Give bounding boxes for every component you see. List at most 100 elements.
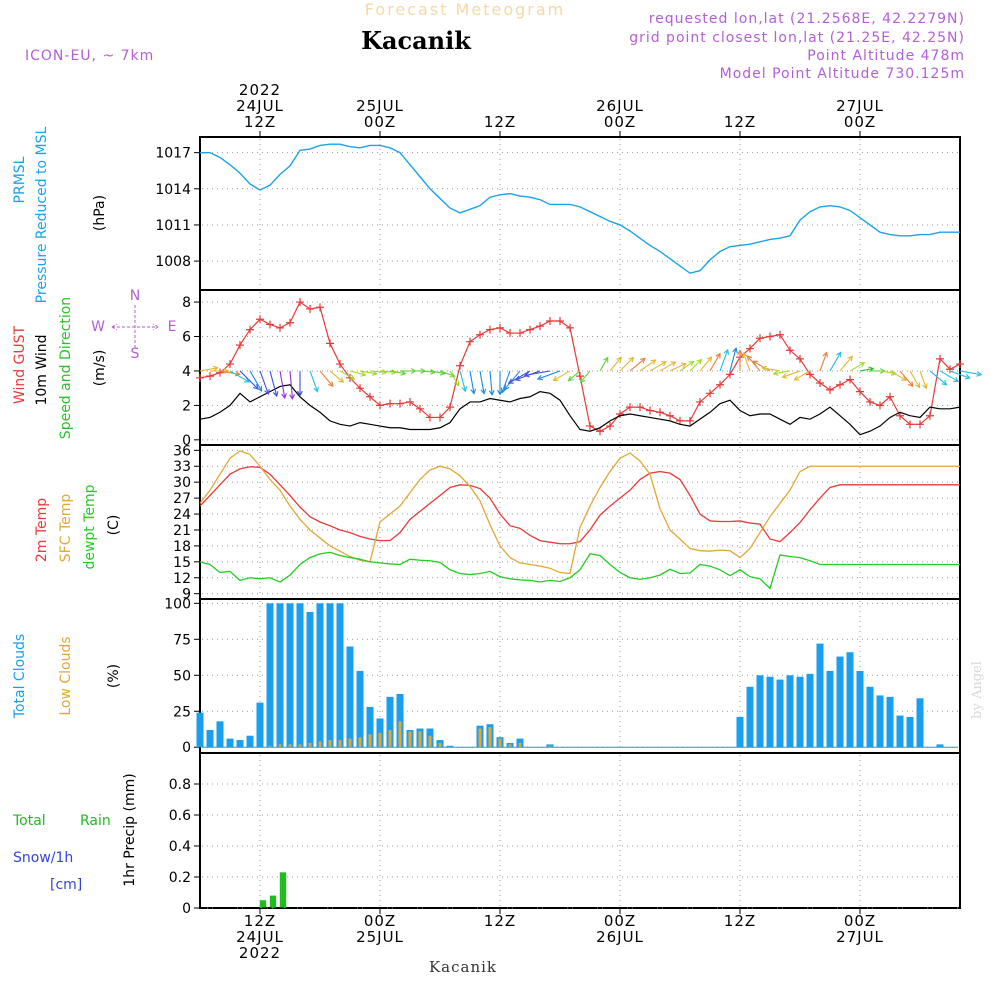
direction-arrow-head-46 — [670, 361, 677, 367]
bottom-time-label-0-0: 12Z — [244, 912, 276, 930]
direction-arrow-head-12 — [327, 381, 334, 388]
direction-arrow-head-70 — [907, 381, 914, 388]
direction-arrow-head-10 — [297, 390, 303, 397]
temperature-frame — [199, 444, 961, 600]
direction-arrow-head-28 — [480, 388, 487, 395]
signature: by Angel — [970, 661, 985, 719]
direction-arrow-head-14 — [349, 374, 356, 380]
gust-marker-33 — [526, 325, 534, 334]
temp-dewpt-line — [199, 551, 960, 590]
bottom-time-label-5-0: 00Z — [844, 912, 876, 930]
direction-arrow-head-24 — [449, 372, 456, 378]
gust-marker-69 — [886, 392, 894, 401]
direction-arrow-35 — [524, 370, 551, 376]
gust-marker-12 — [316, 303, 324, 312]
low-clouds-bar-30 — [498, 738, 502, 748]
temp-sfc-label: SFC Temp — [58, 494, 74, 563]
direction-arrow-head-35 — [523, 371, 530, 378]
direction-arrow-head-19 — [400, 370, 407, 376]
low-clouds-bar-12 — [318, 741, 322, 748]
direction-arrow-47 — [669, 363, 687, 372]
total-clouds-bar-13 — [326, 603, 334, 748]
direction-arrow-39 — [580, 370, 591, 383]
temp-dewpt-label: dewpt Temp — [82, 484, 98, 569]
low-clouds-bar-14 — [338, 740, 342, 748]
wind-line — [199, 384, 961, 436]
direction-arrow-head-15 — [360, 371, 367, 377]
direction-arrow-head-62 — [822, 351, 828, 358]
gust-marker-59 — [786, 346, 794, 355]
direction-arrow-12 — [319, 370, 334, 387]
direction-arrow-61 — [794, 370, 811, 381]
top-time-label-1-0: 25JUL — [356, 97, 404, 115]
bottom-time-label-0-2: 2022 — [239, 944, 281, 962]
direction-arrow-65 — [849, 362, 865, 372]
precip-frame — [199, 752, 961, 909]
direction-label: Speed and Direction — [58, 297, 74, 439]
direction-arrow-head-40 — [603, 356, 609, 363]
bottom-time-label-1-1: 25JUL — [356, 928, 404, 946]
bottom-time-label-3-0: 00Z — [604, 912, 636, 930]
gust-label: Wind GUST — [12, 325, 28, 404]
low-clouds-bar-35 — [548, 745, 552, 748]
direction-arrow-head-75 — [964, 374, 971, 380]
direction-arrow-4 — [239, 370, 259, 390]
direction-arrow-66 — [859, 368, 874, 372]
temperature-ytick-label-4: 21 — [173, 523, 191, 539]
total-clouds-bar-59 — [786, 675, 794, 748]
low-clouds-bar-13 — [328, 740, 332, 748]
direction-arrow-60 — [782, 370, 801, 378]
precip-rain-label: Rain — [80, 813, 111, 829]
total-clouds-bar-15 — [346, 646, 354, 748]
direction-arrow-36 — [537, 370, 561, 380]
wind-label: 10m Wind — [34, 334, 50, 405]
direction-arrow-head-44 — [650, 359, 657, 365]
direction-arrow-71 — [909, 370, 920, 388]
temperature-ytick-label-8: 33 — [173, 459, 191, 475]
direction-arrow-head-1 — [223, 368, 230, 374]
direction-arrow-head-45 — [661, 361, 668, 367]
low-clouds-bar-8 — [278, 744, 282, 748]
precip-total-label: Total — [12, 813, 46, 829]
direction-arrow-70 — [899, 370, 914, 387]
pressure-ytick-label-3: 1017 — [155, 146, 191, 162]
direction-arrow-head-57 — [752, 360, 759, 366]
direction-arrow-43 — [629, 357, 646, 372]
direction-arrow-head-53 — [732, 347, 738, 354]
direction-arrow-63 — [829, 352, 842, 372]
gust-marker-13 — [326, 339, 334, 348]
low-clouds-bar-22 — [418, 731, 422, 748]
gust-marker-49 — [686, 416, 694, 425]
gust-marker-26 — [456, 361, 464, 370]
direction-arrow-32 — [504, 370, 521, 390]
temperature-ytick-label-0: 9 — [182, 587, 191, 603]
gust-marker-24 — [436, 413, 444, 422]
pressure-label-1: PRMSL — [12, 156, 28, 203]
total-clouds-bar-70 — [896, 715, 904, 748]
total-clouds-bar-3 — [226, 738, 234, 748]
direction-arrow-41 — [609, 357, 622, 372]
direction-arrow-head-69 — [901, 375, 908, 381]
footer-location: Kacanik — [429, 958, 497, 976]
total-clouds-bar-54 — [736, 717, 744, 748]
direction-arrow-head-61 — [793, 375, 800, 381]
gust-marker-58 — [776, 330, 784, 339]
gust-marker-48 — [676, 416, 684, 425]
precip-snow-label: Snow/1h — [13, 850, 73, 866]
gust-marker-50 — [696, 397, 704, 406]
total-clouds-bar-17 — [366, 706, 374, 748]
total-clouds-bar-58 — [776, 679, 784, 748]
gust-marker-35 — [546, 317, 554, 325]
direction-arrow-0 — [199, 367, 218, 372]
direction-arrow-53 — [729, 348, 737, 372]
low-clouds-bar-11 — [308, 742, 312, 748]
gust-marker-64 — [836, 380, 844, 389]
direction-arrow-44 — [639, 359, 656, 372]
pressure-label-2: Pressure Reduced to MSL — [34, 126, 50, 303]
precip-ytick-label-4: 0.8 — [169, 777, 191, 793]
wind-frame — [199, 289, 961, 446]
direction-arrow-head-65 — [859, 362, 866, 368]
direction-arrow-62 — [819, 352, 828, 372]
direction-arrow-19 — [389, 370, 406, 375]
direction-arrow-45 — [649, 361, 667, 372]
